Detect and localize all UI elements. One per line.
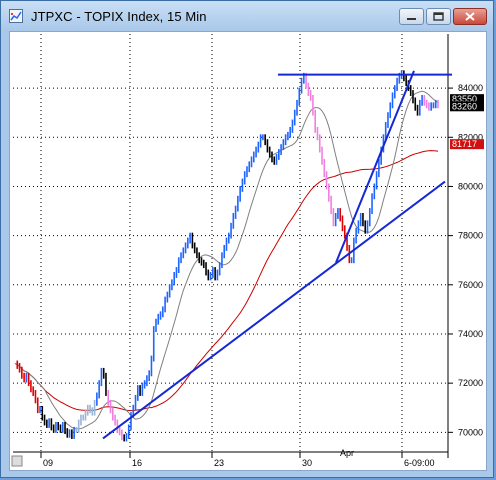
x-tick-label: 09 xyxy=(43,458,53,468)
minimize-button[interactable] xyxy=(399,8,424,25)
window-title: JTPXC - TOPIX Index, 15 Min xyxy=(31,9,207,24)
maximize-icon xyxy=(433,12,444,21)
maximize-button[interactable] xyxy=(426,8,451,25)
close-button[interactable] xyxy=(453,8,487,25)
scroll-thumb xyxy=(11,455,23,467)
price-badge-label-last: 83260 xyxy=(452,101,477,111)
plot-background xyxy=(10,32,486,470)
x-month-label: Apr xyxy=(340,448,354,458)
lower-trendline xyxy=(102,180,446,440)
x-tick-label: 23 xyxy=(214,458,224,468)
y-tick-label: 72000 xyxy=(458,378,483,388)
price-badge-ma_long xyxy=(450,139,484,150)
y-tick-label: 82000 xyxy=(458,132,483,142)
price-badge-label-ma_long: 81717 xyxy=(452,139,477,149)
y-tick-label: 84000 xyxy=(458,83,483,93)
y-tick-label: 80000 xyxy=(458,181,483,191)
y-tick-label: 76000 xyxy=(458,280,483,290)
x-tick-label: 16 xyxy=(132,458,142,468)
steep-trendline xyxy=(335,70,415,264)
title-bar[interactable]: JTPXC - TOPIX Index, 15 Min xyxy=(1,1,495,31)
price-badge-last xyxy=(450,101,484,112)
price-badge-label-high: 83550 xyxy=(452,94,477,104)
x-tick-label: 6-09:00 xyxy=(404,458,435,468)
price-chart[interactable]: 70000 72000 74000 76000 78000 80000 82000 84000… xyxy=(10,32,486,470)
price-badge-high xyxy=(450,94,484,105)
y-tick-label: 74000 xyxy=(458,329,483,339)
close-icon xyxy=(465,12,475,21)
y-tick-label: 78000 xyxy=(458,231,483,241)
chart-area[interactable]: 70000 72000 74000 76000 78000 80000 82000 84000… xyxy=(9,31,487,471)
minimize-icon xyxy=(407,18,416,20)
x-tick-label: 30 xyxy=(302,458,312,468)
chart-app-icon xyxy=(9,9,23,23)
y-tick-label: 70000 xyxy=(458,427,483,437)
